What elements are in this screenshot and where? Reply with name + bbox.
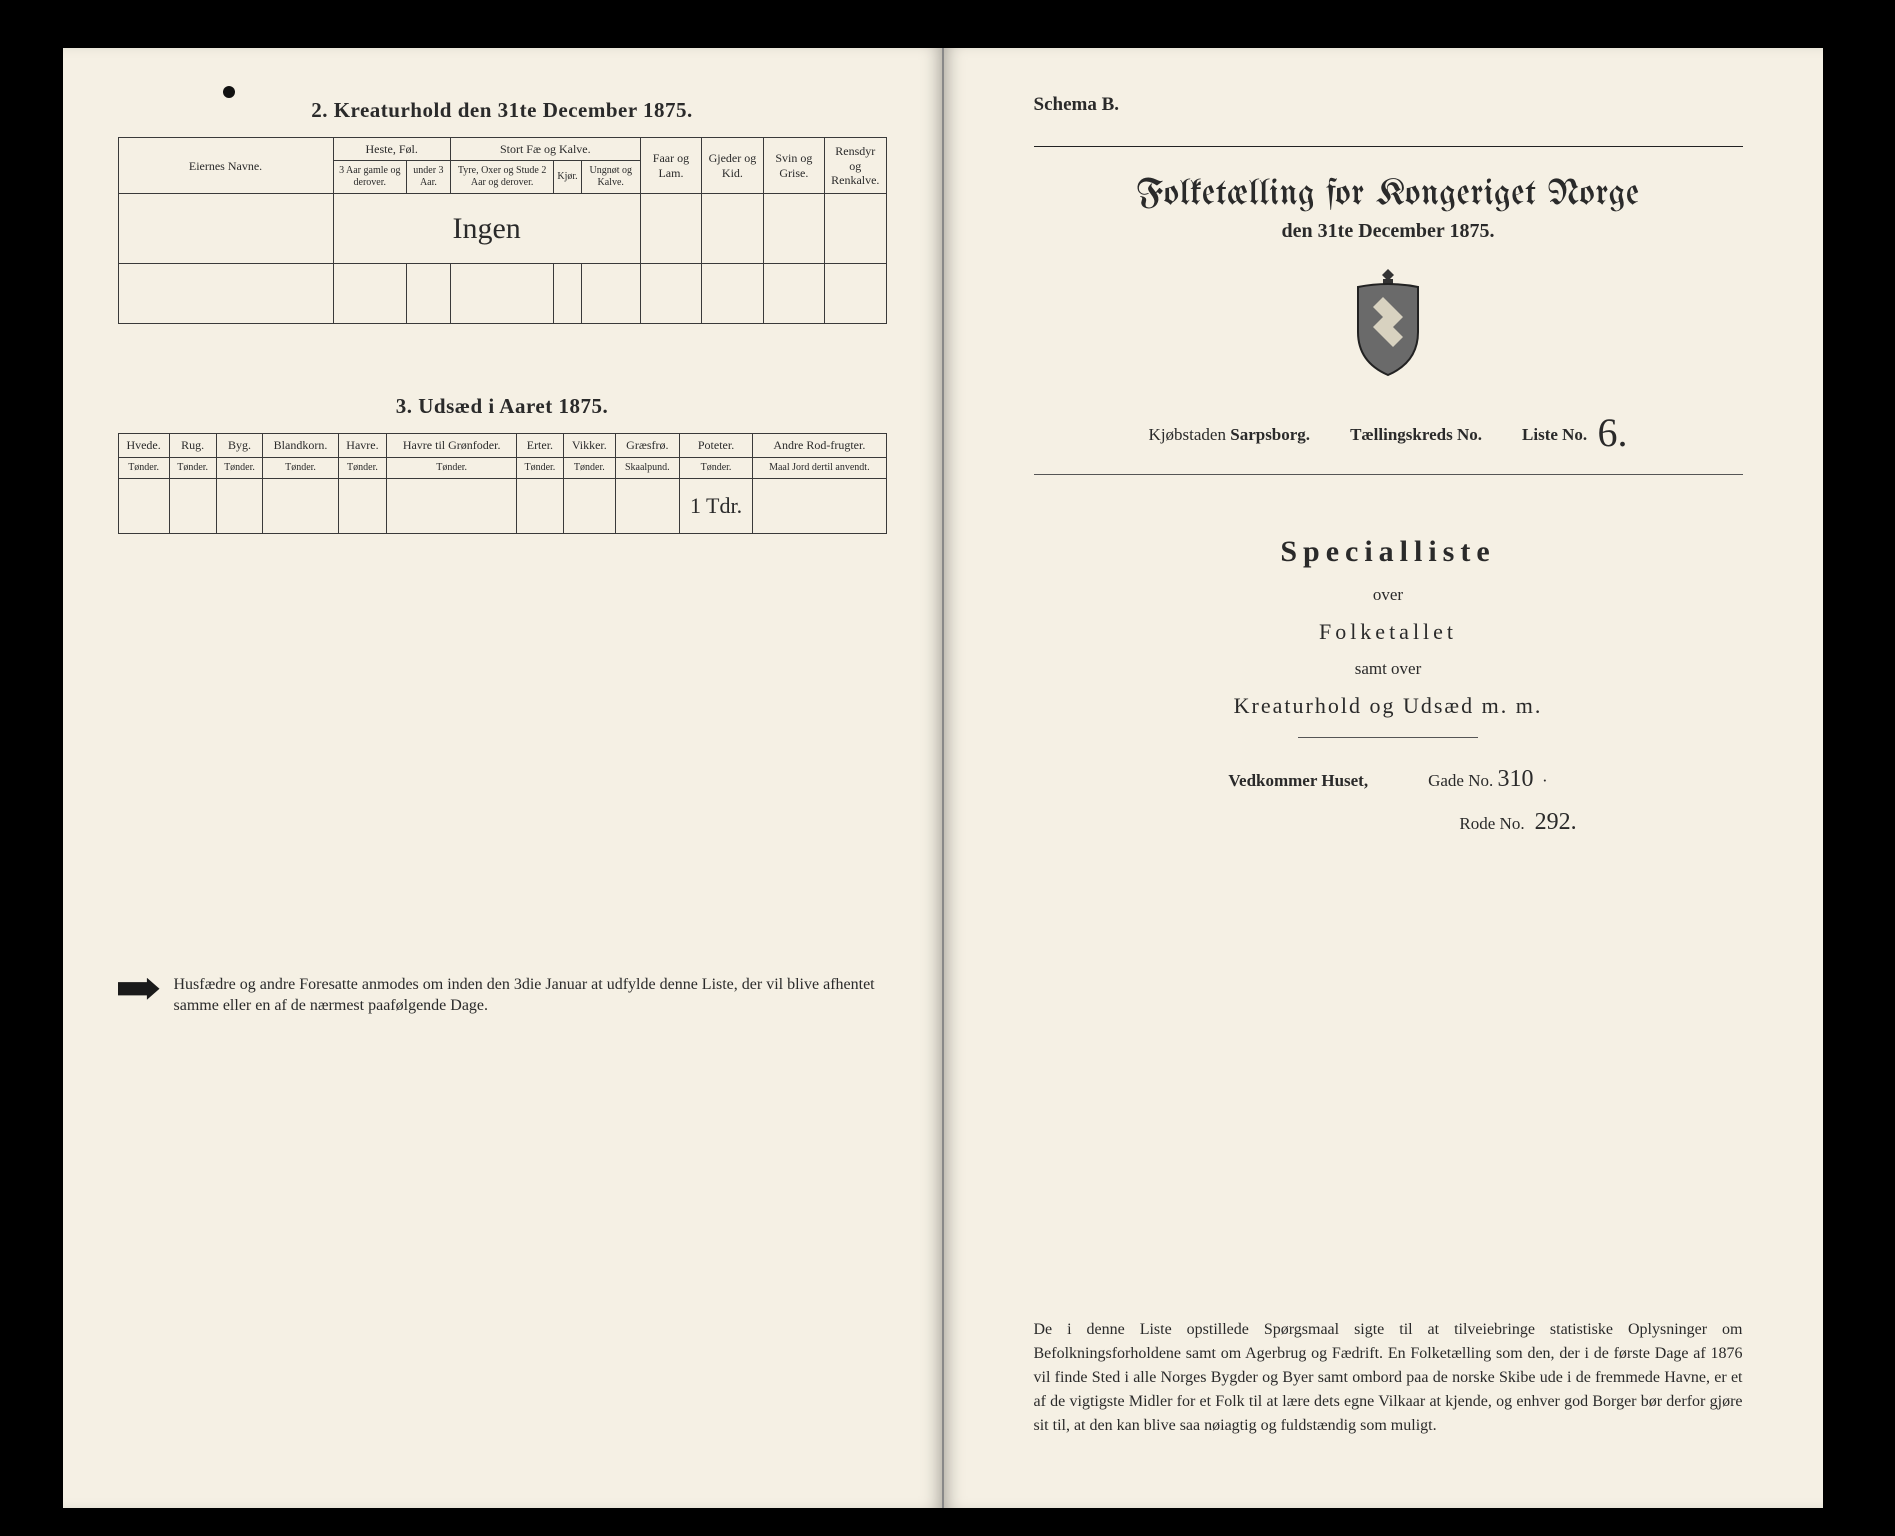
kjobstad-value: Sarpsborg. xyxy=(1230,425,1310,444)
kreds-label: Tællingskreds No. xyxy=(1350,425,1482,445)
district-line: Kjøbstaden Sarpsborg. Tællingskreds No. … xyxy=(1034,403,1743,450)
liste-label: Liste No. xyxy=(1522,425,1587,444)
gade-label: Gade No. xyxy=(1428,771,1493,790)
over-label: over xyxy=(1034,585,1743,605)
explanatory-paragraph: De i denne Liste opstillede Spørgsmaal s… xyxy=(1034,1318,1743,1438)
th: Vikker. xyxy=(563,434,615,457)
left-page: 2. Kreaturhold den 31te December 1875. E… xyxy=(63,48,943,1508)
samt-over-label: samt over xyxy=(1034,659,1743,679)
address-row: Vedkommer Huset, Gade No. 310 · xyxy=(1034,766,1743,793)
th-eier: Eiernes Navne. xyxy=(118,138,333,194)
th-unit: Maal Jord dertil anvendt. xyxy=(753,457,886,478)
th: Byg. xyxy=(216,434,263,457)
th: Poteter. xyxy=(679,434,752,457)
book-spread: 2. Kreaturhold den 31te December 1875. E… xyxy=(63,48,1833,1508)
pointing-hand-icon xyxy=(118,978,160,1000)
coat-of-arms-icon xyxy=(1034,267,1743,377)
right-page: Schema B. Folketælling for Kongeriget No… xyxy=(943,48,1823,1508)
th: Blandkorn. xyxy=(263,434,338,457)
section-2-title: 2. Kreaturhold den 31te December 1875. xyxy=(118,98,887,123)
th-unit: Tønder. xyxy=(679,457,752,478)
rode-label: Rode No. xyxy=(1459,814,1524,834)
th-faar: Faar og Lam. xyxy=(640,138,701,194)
th-stort-grp: Stort Fæ og Kalve. xyxy=(450,138,640,161)
footer-note: Husfædre og andre Foresatte anmodes om i… xyxy=(118,974,887,1017)
th-stort-a: Tyre, Oxer og Stude 2 Aar og derover. xyxy=(450,161,554,194)
kjobstad-label: Kjøbstaden xyxy=(1149,425,1226,444)
spacer xyxy=(118,534,887,894)
th: Andre Rod-frugter. xyxy=(753,434,886,457)
sub-date: den 31te December 1875. xyxy=(1034,220,1743,243)
th-unit: Tønder. xyxy=(387,457,517,478)
table-row xyxy=(118,264,886,324)
divider xyxy=(1298,737,1478,738)
handwritten-value: 1 Tdr. xyxy=(690,493,742,518)
schema-label: Schema B. xyxy=(1034,94,1743,116)
rode-row: Rode No. 292. xyxy=(1294,809,1743,836)
table-udsaed: Hvede. Rug. Byg. Blandkorn. Havre. Havre… xyxy=(118,433,887,533)
th-unit: Tønder. xyxy=(118,457,169,478)
th: Rug. xyxy=(169,434,216,457)
th-unit: Tønder. xyxy=(169,457,216,478)
special-list-title: Specialliste xyxy=(1034,535,1743,569)
table-row: Ingen xyxy=(118,194,886,264)
th-stort-b: Kjør. xyxy=(554,161,581,194)
th: Havre. xyxy=(338,434,387,457)
th: Græsfrø. xyxy=(615,434,679,457)
th-unit: Tønder. xyxy=(263,457,338,478)
main-title: Folketælling for Kongeriget Norge xyxy=(1034,177,1743,214)
kreatur-line: Kreaturhold og Udsæd m. m. xyxy=(1034,693,1743,719)
liste-number-handwritten: 6. xyxy=(1597,409,1627,456)
handwritten-signature: Ingen xyxy=(452,212,520,245)
th-rensdyr: Rensdyr og Renkalve. xyxy=(825,138,886,194)
rode-number-handwritten: 292. xyxy=(1535,809,1577,836)
section-3-title: 3. Udsæd i Aaret 1875. xyxy=(118,394,887,419)
table-row: 1 Tdr. xyxy=(118,478,886,533)
th-stort-c: Ungnøt og Kalve. xyxy=(581,161,640,194)
table-kreaturhold: Eiernes Navne. Heste, Føl. Stort Fæ og K… xyxy=(118,137,887,324)
th: Erter. xyxy=(516,434,563,457)
gade-number-handwritten: 310 xyxy=(1498,766,1534,792)
th-gjeder: Gjeder og Kid. xyxy=(702,138,763,194)
divider xyxy=(1034,474,1743,475)
th-unit: Tønder. xyxy=(338,457,387,478)
vedkommer-label: Vedkommer Huset, xyxy=(1228,771,1368,791)
th-heste-grp: Heste, Føl. xyxy=(333,138,450,161)
ink-dot xyxy=(223,86,235,98)
th-unit: Tønder. xyxy=(216,457,263,478)
th: Havre til Grønfoder. xyxy=(387,434,517,457)
th-heste-a: 3 Aar gamle og derover. xyxy=(333,161,406,194)
th-svin: Svin og Grise. xyxy=(763,138,824,194)
note-text: Husfædre og andre Foresatte anmodes om i… xyxy=(174,974,887,1017)
th-unit: Tønder. xyxy=(516,457,563,478)
folketallet-label: Folketallet xyxy=(1034,619,1743,645)
divider xyxy=(1034,146,1743,147)
th: Hvede. xyxy=(118,434,169,457)
th-heste-b: under 3 Aar. xyxy=(407,161,451,194)
th-unit: Tønder. xyxy=(563,457,615,478)
th-unit: Skaalpund. xyxy=(615,457,679,478)
